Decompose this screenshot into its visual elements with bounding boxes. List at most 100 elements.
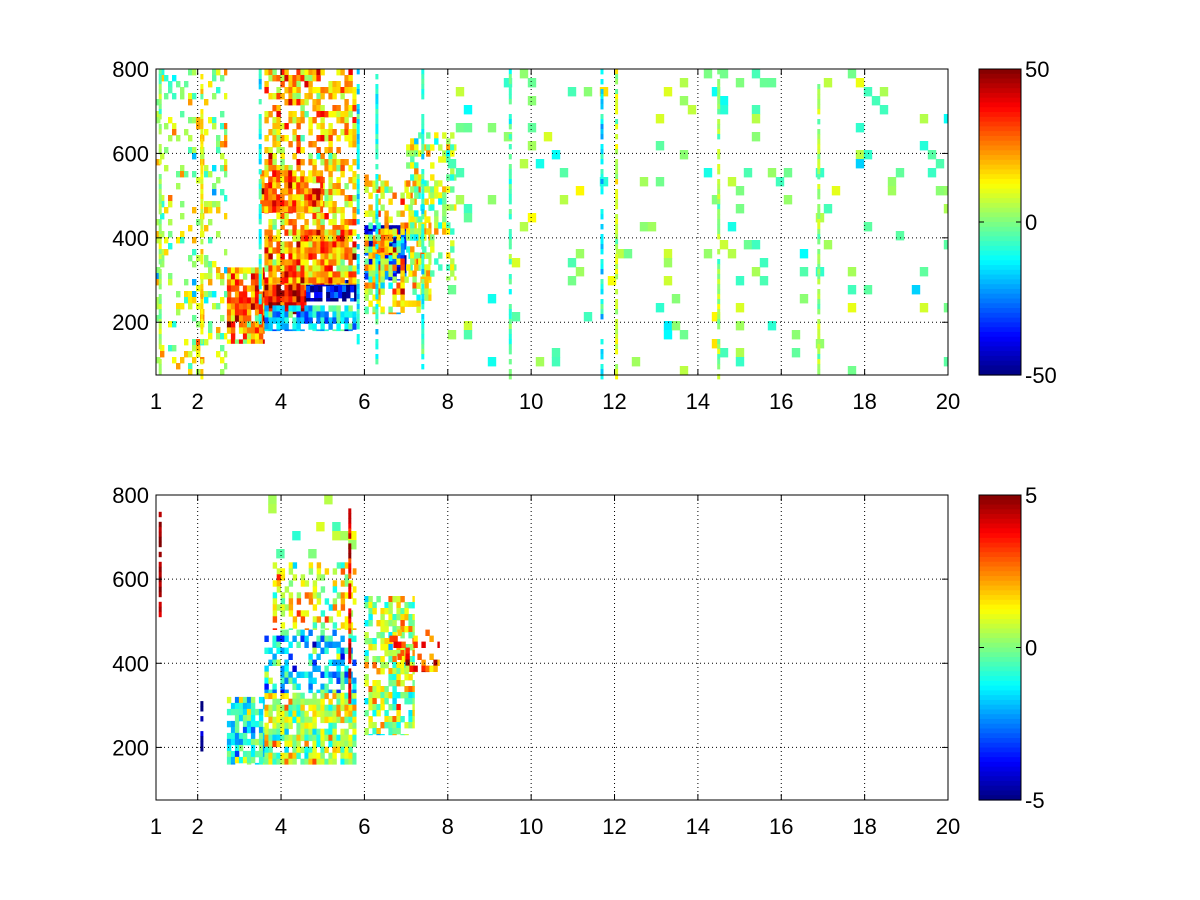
heatmap-cell <box>376 247 382 254</box>
heatmap-streak-cell <box>375 264 379 270</box>
heatmap-cell <box>364 246 369 253</box>
heatmap-cell <box>324 111 329 118</box>
heatmap-cell <box>288 259 293 266</box>
heatmap-cell <box>392 225 397 232</box>
heatmap-cell <box>397 653 402 660</box>
heatmap-cell <box>324 616 330 623</box>
heatmap-cell <box>208 327 213 334</box>
heatmap-streak-cell <box>356 289 360 295</box>
heatmap-cell <box>463 213 473 223</box>
heatmap-streak-cell <box>158 94 162 100</box>
heatmap-cell <box>308 629 313 636</box>
heatmap-cell <box>238 756 244 764</box>
colorbar-segment <box>979 728 1021 734</box>
heatmap-cell <box>895 168 905 178</box>
heatmap-cell <box>208 273 213 280</box>
heatmap-cell <box>410 162 415 169</box>
heatmap-cell <box>384 273 389 280</box>
heatmap-cell <box>280 206 285 213</box>
heatmap-cell <box>352 123 357 130</box>
heatmap-streak-cell <box>600 309 604 315</box>
heatmap-streak-cell <box>200 299 204 305</box>
heatmap-cell <box>224 159 228 166</box>
heatmap-streak-cell <box>421 209 425 215</box>
heatmap-cell <box>388 255 393 262</box>
heatmap-cell <box>280 75 285 82</box>
heatmap-cell <box>324 213 329 220</box>
heatmap-cell <box>192 297 197 304</box>
heatmap-cell <box>334 286 339 293</box>
heatmap-streak-cell <box>615 219 619 225</box>
heatmap-cell <box>272 562 278 569</box>
heatmap-cell <box>332 111 337 118</box>
heatmap-cell <box>430 240 435 247</box>
heatmap-cell <box>406 246 411 253</box>
heatmap-cell <box>276 182 281 189</box>
heatmap-cell <box>310 298 315 302</box>
heatmap-streak-cell <box>508 309 512 315</box>
heatmap-cell <box>260 206 265 213</box>
heatmap-cell <box>392 704 397 711</box>
heatmap-cell <box>364 186 369 193</box>
heatmap-streak-cell <box>158 279 162 285</box>
heatmap-cell <box>308 653 313 660</box>
heatmap-streak-cell <box>200 179 204 185</box>
heatmap-cell <box>308 194 313 201</box>
heatmap-streak-cell <box>615 329 619 335</box>
heatmap-cell <box>272 283 277 285</box>
heatmap-cell <box>418 174 423 181</box>
heatmap-cell <box>268 734 273 742</box>
heatmap-streak-cell <box>421 244 425 250</box>
heatmap-streak-cell <box>508 119 512 125</box>
heatmap-cell <box>442 216 447 223</box>
heatmap-cell <box>663 276 673 286</box>
heatmap-cell <box>246 309 252 316</box>
heatmap-cell <box>344 317 349 324</box>
heatmap-cell <box>388 608 393 615</box>
heatmap-cell <box>224 93 228 100</box>
heatmap-cell <box>332 219 337 226</box>
heatmap-cell <box>272 752 277 760</box>
heatmap-cell <box>639 222 649 232</box>
heatmap-cell <box>268 746 273 754</box>
heatmap-cell <box>300 117 305 124</box>
heatmap-streak-cell <box>356 339 360 345</box>
heatmap-streak-cell <box>508 114 512 120</box>
colorbar-segment <box>979 576 1021 582</box>
heatmap-cell <box>446 204 451 211</box>
heatmap-cell <box>264 253 269 260</box>
heatmap-cell <box>404 186 409 193</box>
heatmap-cell <box>320 647 325 654</box>
heatmap-cell <box>230 267 236 274</box>
colorbar-segment <box>979 288 1021 295</box>
heatmap-cell <box>238 714 244 722</box>
heatmap-cell <box>288 253 293 260</box>
heatmap-cell <box>320 305 325 312</box>
heatmap-cell <box>396 229 399 236</box>
heatmap-streak-cell <box>348 693 352 699</box>
heatmap-cell <box>180 357 185 364</box>
x-tick-label: 6 <box>358 389 370 414</box>
heatmap-cell <box>300 188 305 195</box>
heatmap-cell <box>372 638 377 645</box>
heatmap-cell <box>224 333 228 340</box>
heatmap-streak-cell <box>158 611 162 618</box>
heatmap-cell <box>250 273 256 280</box>
heatmap-cell <box>268 704 273 712</box>
heatmap-cell <box>308 253 313 260</box>
heatmap-cell <box>344 105 349 112</box>
heatmap-cell <box>823 240 833 250</box>
heatmap-cell <box>405 665 410 672</box>
heatmap-cell <box>300 229 305 236</box>
heatmap-cell <box>288 176 293 183</box>
heatmap-streak-cell <box>258 169 262 175</box>
heatmap-streak-cell <box>348 563 352 569</box>
heatmap-streak-cell <box>258 229 262 235</box>
heatmap-cell <box>324 641 329 648</box>
heatmap-cell <box>284 689 289 694</box>
heatmap-cell <box>292 277 297 284</box>
heatmap-cell <box>336 147 341 154</box>
heatmap-cell <box>344 752 349 760</box>
heatmap-cell <box>250 714 256 722</box>
heatmap-cell <box>292 170 297 177</box>
